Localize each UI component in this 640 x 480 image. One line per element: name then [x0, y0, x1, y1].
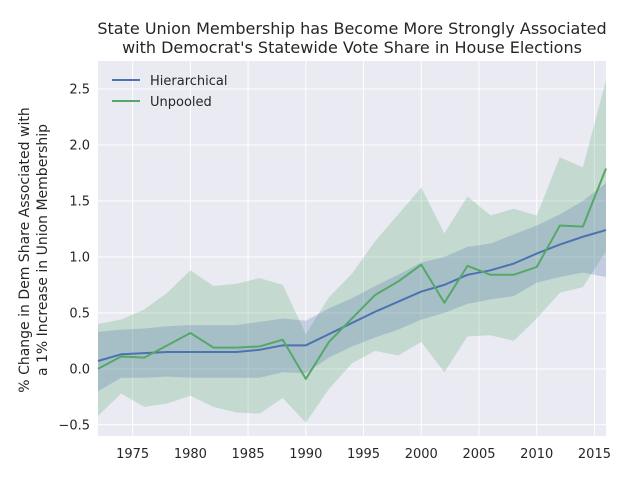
- x-tick-label: 2005: [462, 447, 495, 462]
- x-tick-label: 2015: [578, 447, 611, 462]
- x-tick-label: 1980: [174, 447, 207, 462]
- x-tick-label: 2010: [520, 447, 553, 462]
- series-lines: [97, 168, 607, 380]
- confidence-bands: [98, 80, 606, 423]
- y-tick-label: −0.5: [58, 418, 90, 433]
- x-tick-label: 1985: [232, 447, 265, 462]
- chart-title-line-2: with Democrat's Statewide Vote Share in …: [122, 38, 582, 57]
- band-hierarchical: [98, 183, 606, 392]
- x-tick-label: 1975: [116, 447, 149, 462]
- y-tick-label: 0.5: [69, 306, 90, 321]
- legend-label-hierarchical: Hierarchical: [150, 74, 227, 89]
- x-tick-labels: 1975 1980 1985 1990 1995 2000 2005 2010 2015: [116, 447, 611, 462]
- line-unpooled: [97, 168, 607, 380]
- x-tick-label: 1995: [347, 447, 380, 462]
- y-axis-label-line-2: a 1% Increase in Union Membership: [35, 124, 51, 376]
- x-tick-label: 2000: [405, 447, 438, 462]
- legend-label-unpooled: Unpooled: [150, 95, 212, 110]
- y-tick-labels: −0.5 0.0 0.5 1.0 1.5 2.0 2.5: [58, 82, 90, 433]
- x-tick-label: 1990: [289, 447, 322, 462]
- y-tick-label: 1.0: [69, 250, 90, 265]
- y-tick-label: 2.0: [69, 138, 90, 153]
- band-unpooled: [98, 80, 606, 423]
- chart-title-line-1: State Union Membership has Become More S…: [97, 19, 606, 38]
- line-hierarchical: [97, 229, 607, 362]
- y-axis-label-line-1: % Change in Dem Share Associated with: [17, 107, 33, 392]
- y-tick-label: 0.0: [69, 362, 90, 377]
- y-tick-label: 1.5: [69, 194, 90, 209]
- y-tick-label: 2.5: [69, 82, 90, 97]
- grid-lines: [98, 61, 606, 436]
- legend: Hierarchical Unpooled: [112, 74, 227, 110]
- plot-background: [98, 61, 606, 436]
